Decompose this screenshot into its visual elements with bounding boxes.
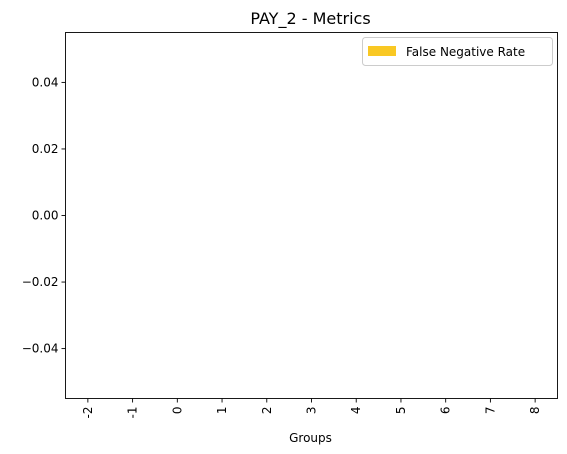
plot-frame	[65, 32, 558, 399]
x-tick-label: 5	[394, 407, 408, 415]
x-axis-label: Groups	[289, 431, 332, 445]
y-tick-label: 0.00	[32, 209, 59, 223]
y-axis: −0.04 −0.02 0.00 0.02 0.04	[22, 75, 66, 356]
y-tick-label: 0.02	[32, 142, 59, 156]
x-tick-label: -1	[126, 407, 140, 419]
y-tick-label: −0.02	[22, 275, 59, 289]
legend-label: False Negative Rate	[406, 45, 525, 59]
x-tick-label: 3	[305, 407, 319, 415]
x-tick-label: 7	[483, 407, 497, 415]
legend-box	[362, 37, 553, 66]
x-tick-label: 8	[528, 407, 542, 415]
legend: False Negative Rate	[362, 37, 553, 66]
legend-swatch	[368, 46, 396, 56]
x-tick-label: -2	[81, 407, 95, 419]
x-tick-label: 1	[215, 407, 229, 415]
x-tick-label: 0	[170, 407, 184, 415]
x-tick-label: 6	[439, 407, 453, 415]
x-axis: -2 -1 0 1 2 3 4 5 6 7 8	[81, 398, 542, 419]
y-tick-label: −0.04	[22, 342, 59, 356]
y-tick-label: 0.04	[32, 75, 59, 89]
x-tick-label: 2	[260, 407, 274, 415]
chart-title: PAY_2 - Metrics	[250, 9, 370, 29]
x-tick-label: 4	[349, 407, 363, 415]
